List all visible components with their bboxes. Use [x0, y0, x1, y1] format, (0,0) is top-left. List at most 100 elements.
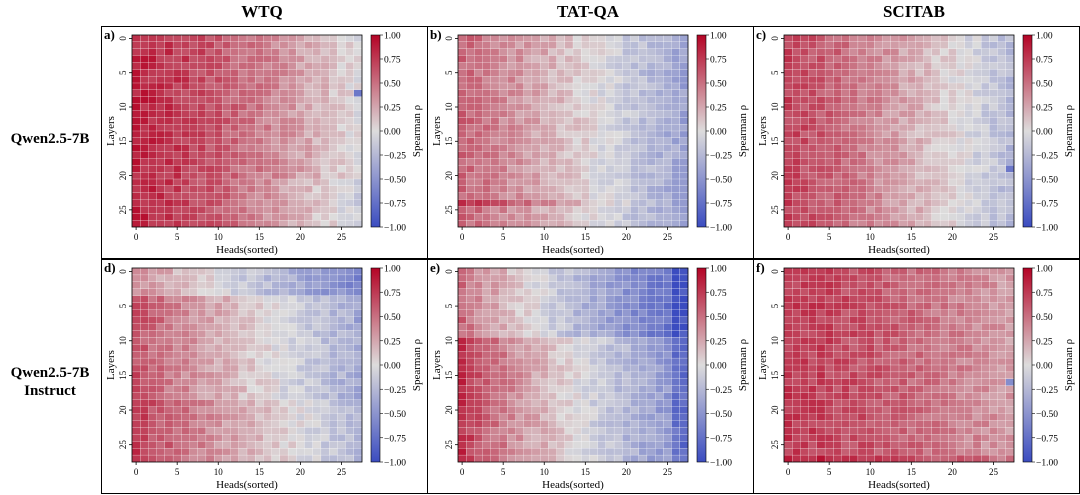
heatmap-cell: [965, 69, 973, 76]
heatmap-cell: [483, 138, 491, 145]
heatmap-cell: [589, 200, 597, 207]
heatmap-cell: [214, 372, 222, 379]
heatmap-cell: [614, 372, 622, 379]
heatmap-cell: [222, 365, 230, 372]
heatmap-cell: [337, 35, 345, 42]
heatmap-cell: [507, 152, 515, 159]
heatmap-cell: [272, 379, 280, 386]
heatmap-cell: [598, 323, 606, 330]
heatmap-cell: [598, 220, 606, 227]
heatmap-cell: [850, 317, 858, 324]
heatmap-cell: [557, 49, 565, 56]
heatmap-cell: [140, 282, 148, 289]
heatmap-cell: [313, 330, 321, 337]
heatmap-cell: [321, 172, 329, 179]
heatmap-cell: [924, 172, 932, 179]
heatmap-cell: [874, 344, 882, 351]
heatmap-cell: [874, 152, 882, 159]
heatmap-cell: [932, 49, 940, 56]
y-axis-label: Layers: [105, 350, 117, 380]
heatmap-cell: [524, 117, 532, 124]
heatmap-cell: [507, 358, 515, 365]
heatmap-cell: [981, 49, 989, 56]
heatmap-cell: [516, 323, 524, 330]
heatmap-cell: [842, 83, 850, 90]
heatmap-cell: [989, 282, 997, 289]
heatmap-cell: [663, 330, 671, 337]
heatmap-cell: [329, 62, 337, 69]
heatmap-cell: [883, 76, 891, 83]
heatmap-cell: [516, 289, 524, 296]
heatmap-cell: [206, 455, 214, 462]
heatmap-cell: [337, 213, 345, 220]
heatmap-cell: [850, 104, 858, 111]
heatmap-cell: [573, 76, 581, 83]
colorbar-tick-label: −0.50: [384, 410, 406, 420]
heatmap-cell: [965, 400, 973, 407]
heatmap-cell: [173, 172, 181, 179]
heatmap-cell: [263, 317, 271, 324]
heatmap-cell: [981, 317, 989, 324]
heatmap-cell: [231, 337, 239, 344]
heatmap-cell: [866, 83, 874, 90]
heatmap-cell: [214, 282, 222, 289]
heatmap-cell: [329, 131, 337, 138]
heatmap-cell: [491, 386, 499, 393]
heatmap-cell: [973, 213, 981, 220]
heatmap-cell: [198, 289, 206, 296]
heatmap-cell: [866, 90, 874, 97]
heatmap-cell: [858, 145, 866, 152]
heatmap-cell: [483, 282, 491, 289]
heatmap-cell: [998, 206, 1006, 213]
heatmap-cell: [998, 220, 1006, 227]
heatmap-cell: [907, 186, 915, 193]
heatmap-cell: [891, 337, 899, 344]
heatmap-cell: [165, 131, 173, 138]
heatmap-cell: [792, 220, 800, 227]
heatmap-cell: [474, 372, 482, 379]
heatmap-cell: [548, 110, 556, 117]
heatmap-cell: [932, 455, 940, 462]
heatmap-cell: [483, 379, 491, 386]
heatmap-cell: [957, 200, 965, 207]
heatmap-cell: [866, 158, 874, 165]
heatmap-cell: [532, 145, 540, 152]
heatmap-cell: [792, 296, 800, 303]
heatmap-cell: [932, 97, 940, 104]
heatmap-cell: [565, 179, 573, 186]
heatmap-cell: [598, 104, 606, 111]
heatmap-cell: [148, 104, 156, 111]
heatmap-cell: [825, 206, 833, 213]
heatmap-cell: [491, 35, 499, 42]
heatmap-cell: [466, 165, 474, 172]
heatmap-cell: [809, 158, 817, 165]
heatmap-cell: [965, 358, 973, 365]
heatmap-cell: [173, 104, 181, 111]
heatmap-cell: [866, 393, 874, 400]
heatmap-cell: [321, 220, 329, 227]
heatmap-cell: [631, 76, 639, 83]
heatmap-cell: [499, 117, 507, 124]
heatmap-cell: [614, 138, 622, 145]
heatmap-cell: [957, 69, 965, 76]
heatmap-cell: [165, 42, 173, 49]
heatmap-cell: [198, 310, 206, 317]
heatmap-cell: [354, 69, 362, 76]
heatmap-cell: [924, 131, 932, 138]
heatmap-cell: [313, 62, 321, 69]
heatmap-cell: [548, 62, 556, 69]
heatmap-cell: [540, 275, 548, 282]
heatmap-cell: [483, 365, 491, 372]
heatmap-cell: [792, 213, 800, 220]
heatmap-cell: [915, 358, 923, 365]
heatmap-cell: [907, 296, 915, 303]
heatmap-cell: [263, 104, 271, 111]
heatmap-cell: [817, 268, 825, 275]
heatmap-cell: [981, 193, 989, 200]
heatmap-cell: [329, 213, 337, 220]
heatmap-cell: [557, 124, 565, 131]
heatmap-cell: [622, 35, 630, 42]
heatmap-cell: [222, 400, 230, 407]
heatmap-cell: [957, 427, 965, 434]
